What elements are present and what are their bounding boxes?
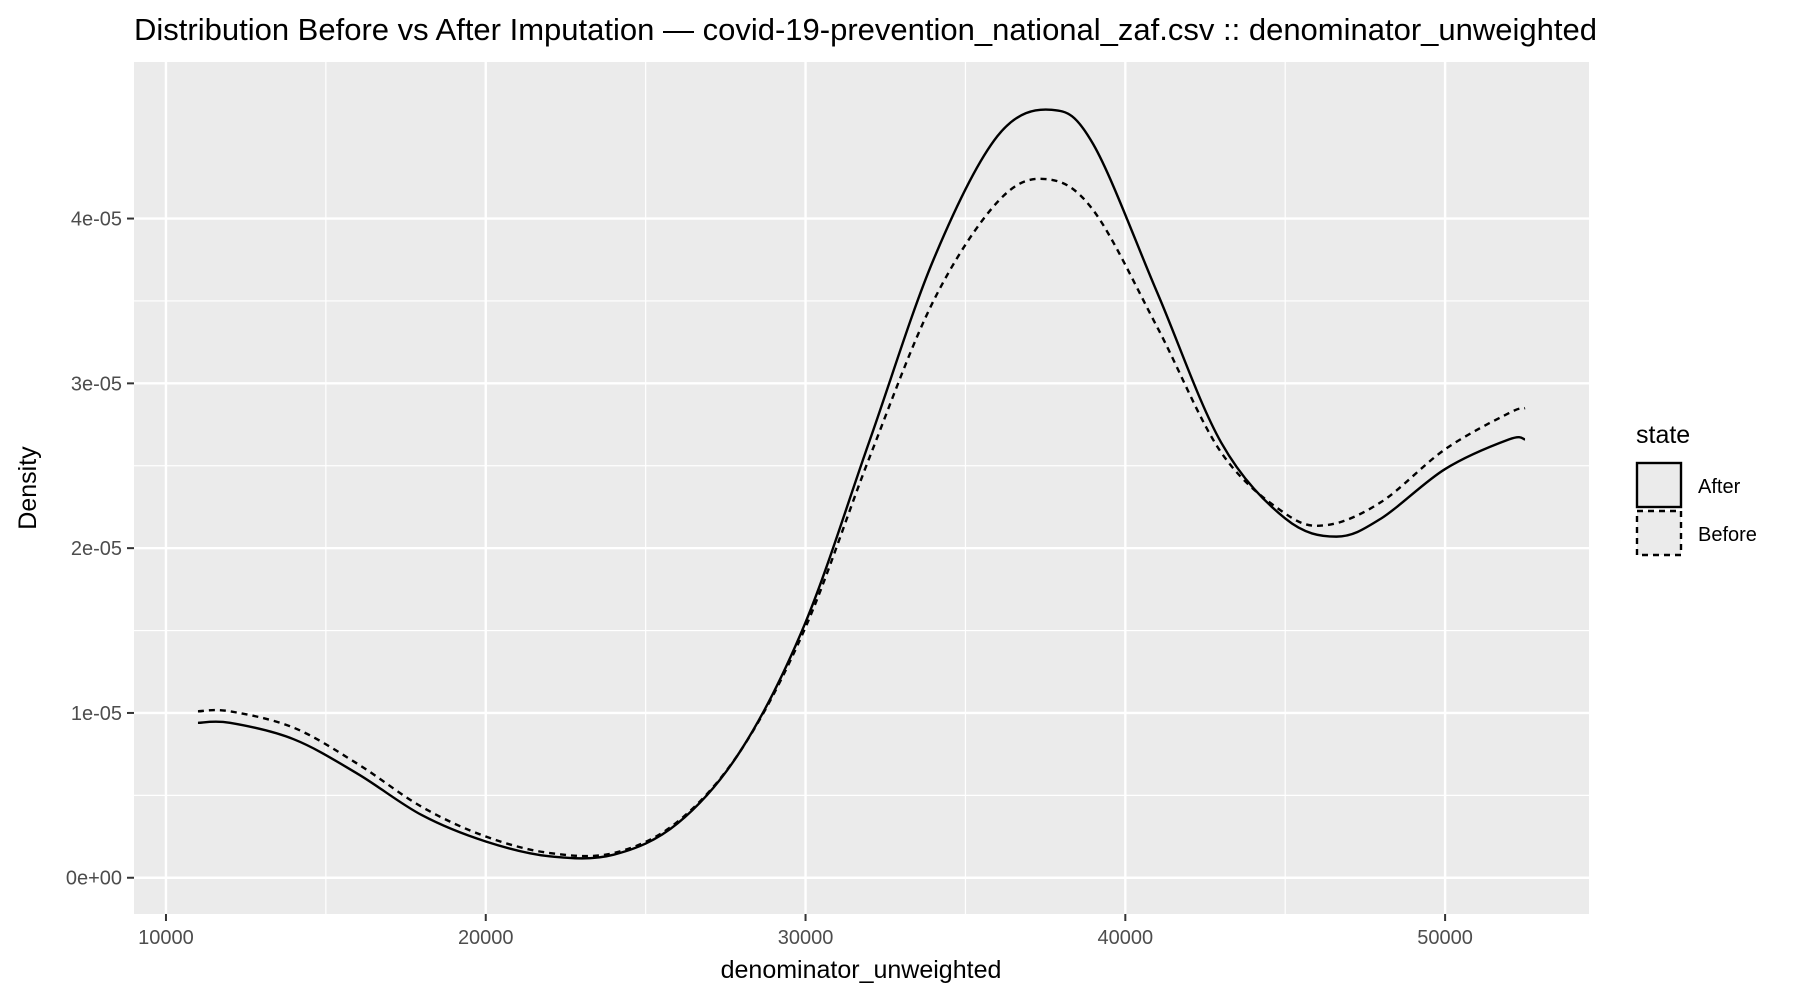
plot-panel <box>134 62 1589 914</box>
x-axis: 10000 20000 30000 40000 50000 <box>138 914 1473 949</box>
x-tick-label: 30000 <box>778 927 834 949</box>
series-line-before <box>197 177 1526 858</box>
x-axis-title: denominator_unweighted <box>721 956 1002 984</box>
series-line-after <box>197 108 1526 860</box>
y-tick-label: 0e+00 <box>66 868 122 890</box>
x-tick-label: 20000 <box>458 927 514 949</box>
x-tick-label: 50000 <box>1417 927 1473 949</box>
legend-key-after <box>1635 461 1683 509</box>
legend: state After Before <box>1635 421 1757 557</box>
series-lines <box>197 108 1526 860</box>
legend-label-before: Before <box>1698 524 1757 546</box>
major-gridlines <box>134 62 1589 914</box>
y-axis-title: Density <box>14 446 42 530</box>
x-tick-label: 10000 <box>138 927 194 949</box>
y-axis: 0e+00 1e-05 2e-05 3e-05 4e-05 <box>66 209 134 890</box>
y-tick-label: 4e-05 <box>71 209 122 231</box>
legend-label-after: After <box>1698 476 1741 498</box>
y-tick-label: 3e-05 <box>71 373 122 395</box>
y-tick-label: 1e-05 <box>71 703 122 725</box>
legend-key-before <box>1635 509 1683 557</box>
legend-title: state <box>1636 421 1690 449</box>
x-tick-label: 40000 <box>1098 927 1154 949</box>
y-tick-label: 2e-05 <box>71 538 122 560</box>
chart-title: Distribution Before vs After Imputation … <box>134 12 1597 47</box>
